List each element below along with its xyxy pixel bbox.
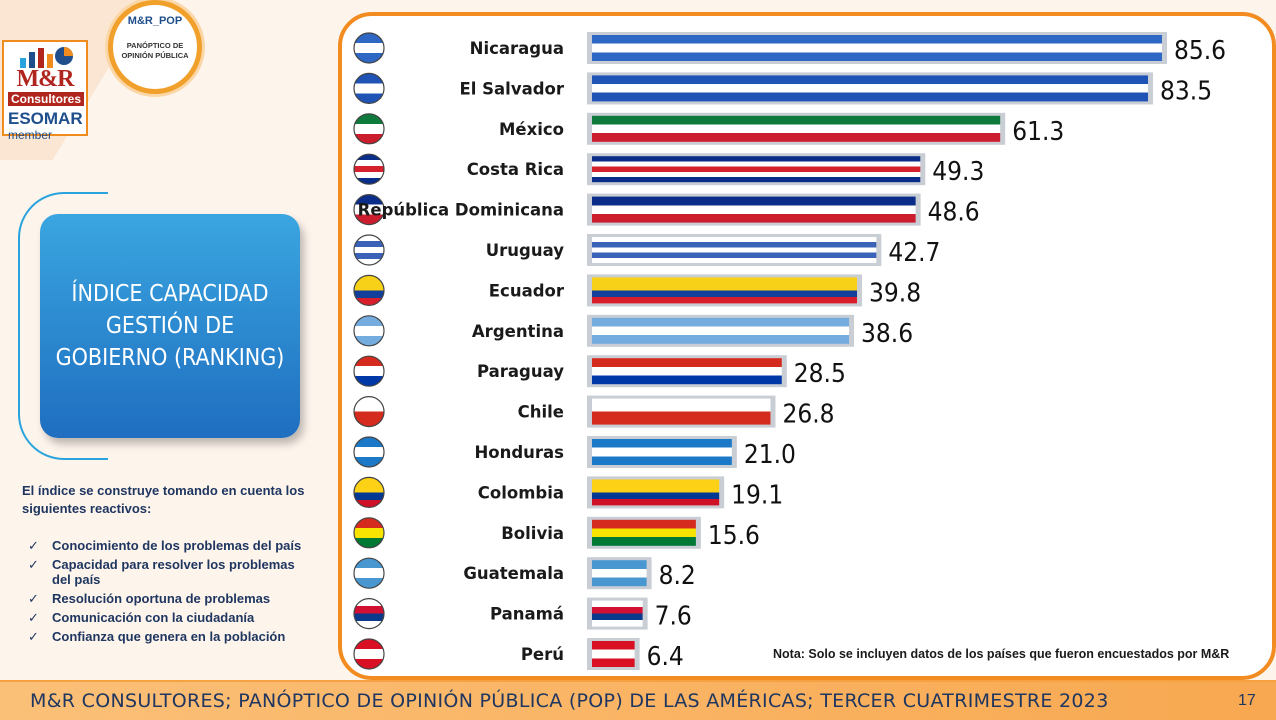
list-item: ✓ Confianza que genera en la población: [28, 629, 286, 644]
flag-icon: [353, 517, 385, 549]
flag-icon: [353, 153, 385, 185]
value-label: 61.3: [1012, 117, 1064, 147]
flag-icon: [353, 315, 385, 347]
bar: [592, 237, 877, 263]
bar: [592, 317, 850, 344]
country-label: Argentina: [472, 322, 564, 341]
bar: [592, 358, 782, 385]
index-title: ÍNDICE CAPACIDAD GESTIÓN DE GOBIERNO (RA…: [55, 281, 285, 371]
country-label: Uruguay: [486, 241, 564, 260]
country-label: Paraguay: [477, 362, 564, 381]
flag-icon: [353, 597, 385, 630]
reactivos-list: ✓ Conocimiento de los problemas del país …: [28, 538, 308, 648]
value-label: 8.2: [659, 561, 696, 591]
list-item: ✓ Conocimiento de los problemas del país: [28, 538, 302, 553]
country-label: Perú: [521, 645, 564, 664]
flag-icon: [353, 32, 385, 64]
flag-icon: [353, 396, 385, 428]
check-icon: ✓: [28, 557, 39, 572]
chart-panel: Nicaragua 85.6 El Salvador 83.5 México 61.3 Co…: [338, 12, 1276, 680]
pop-badge: M&R_POP PANÓPTICO DE OPINIÓN PÚBLICA: [108, 0, 202, 94]
value-label: 38.6: [861, 319, 913, 349]
bar: [592, 277, 858, 304]
logo-title: M&R: [16, 66, 75, 92]
bar: [592, 479, 720, 506]
bar: [592, 519, 696, 546]
decorative-arc: [18, 192, 108, 460]
check-icon: ✓: [28, 610, 39, 625]
value-label: 19.1: [731, 480, 783, 510]
bar: [592, 641, 635, 667]
country-label: El Salvador: [459, 79, 564, 98]
chart-note: Nota: Solo se incluyen datos de los país…: [773, 647, 1230, 661]
flag-icon: [353, 557, 385, 589]
bar: [592, 75, 1149, 102]
ranking-bar-chart: Nicaragua 85.6 El Salvador 83.5 México 61.3 Co…: [353, 32, 1226, 672]
bar: [592, 35, 1162, 61]
check-icon: ✓: [28, 629, 39, 644]
flag-icon: [353, 638, 385, 670]
bar: [592, 398, 771, 425]
badge-title: M&R_POP: [127, 15, 183, 27]
value-label: 85.6: [1174, 36, 1226, 66]
country-label: Chile: [518, 403, 564, 422]
country-label: Panamá: [490, 605, 564, 624]
flag-icon: [353, 476, 385, 508]
value-label: 6.4: [647, 642, 684, 672]
check-icon: ✓: [28, 591, 39, 606]
mr-logo: M&R Consultores ESOMAR member: [2, 40, 88, 142]
badge-subtitle: PANÓPTICO DE OPINIÓN PÚBLICA: [121, 41, 189, 60]
value-label: 39.8: [869, 278, 921, 308]
bar: [592, 115, 1001, 142]
logo-subtitle: Consultores: [8, 92, 84, 106]
list-item: ✓ Capacidad para resolver los problemas d…: [28, 557, 295, 587]
bar: [592, 196, 916, 223]
flag-icon: [353, 234, 385, 266]
check-icon: ✓: [28, 538, 39, 553]
bar: [592, 600, 643, 627]
footer: M&R CONSULTORES; PANÓPTICO DE OPINIÓN PÚ…: [0, 680, 1276, 720]
value-label: 7.6: [655, 602, 692, 632]
country-label: Nicaragua: [470, 39, 564, 58]
country-label: México: [499, 120, 564, 139]
country-label: Guatemala: [463, 564, 564, 583]
bar: [592, 156, 921, 183]
value-label: 28.5: [794, 359, 846, 389]
bar: [592, 560, 647, 587]
flag-icon: [353, 436, 385, 468]
flag-icon: [353, 274, 385, 306]
country-label: Bolivia: [501, 524, 564, 543]
page-number: 17: [1238, 692, 1256, 709]
index-title-box: ÍNDICE CAPACIDAD GESTIÓN DE GOBIERNO (RA…: [40, 214, 300, 438]
country-label: Honduras: [474, 443, 564, 462]
value-label: 48.6: [928, 198, 980, 228]
value-label: 21.0: [744, 440, 796, 470]
footer-citation: M&R CONSULTORES; PANÓPTICO DE OPINIÓN PÚ…: [30, 690, 1109, 712]
list-item: ✓ Resolución oportuna de problemas: [28, 591, 271, 606]
member-label: member: [8, 128, 53, 142]
esomar-label: ESOMAR: [8, 109, 83, 128]
list-item: ✓ Comunicación con la ciudadanía: [28, 610, 255, 625]
bar-chart-icon: [20, 47, 73, 68]
index-description: El índice se construye tomando en cuenta…: [22, 483, 305, 516]
country-label: Costa Rica: [467, 160, 564, 179]
bar: [592, 439, 732, 465]
value-label: 83.5: [1160, 76, 1212, 106]
value-label: 42.7: [888, 238, 940, 268]
value-label: 49.3: [932, 157, 984, 187]
flag-icon: [353, 355, 385, 387]
value-label: 15.6: [708, 521, 760, 551]
flag-icon: [353, 194, 385, 226]
flag-icon: [353, 72, 385, 105]
country-label: Ecuador: [489, 281, 565, 300]
country-label: Colombia: [478, 483, 564, 502]
country-label: República Dominicana: [358, 201, 564, 220]
flag-icon: [353, 113, 385, 145]
value-label: 26.8: [782, 400, 834, 430]
